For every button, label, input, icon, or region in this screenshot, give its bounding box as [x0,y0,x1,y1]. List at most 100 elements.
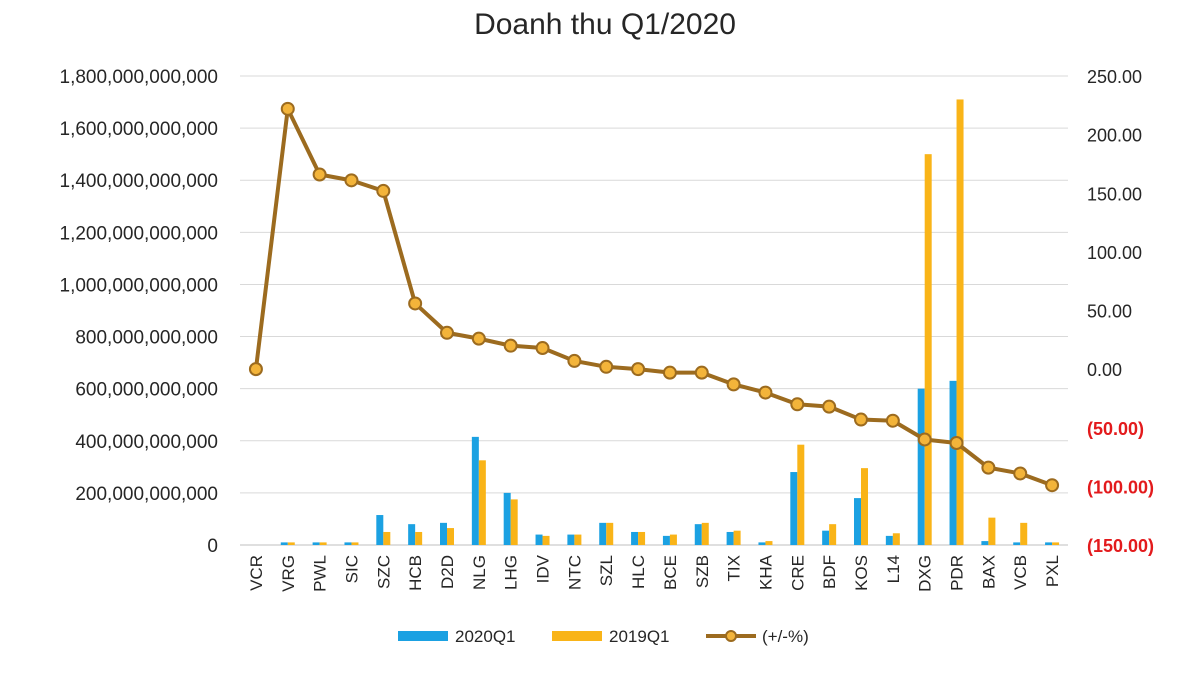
bar-2019q1-szl [606,522,614,545]
change-point-bdf [822,399,837,414]
bar-2019q1-bdf [829,524,837,545]
bar-2020q1-pwl [312,542,320,545]
bar-2020q1-kos [854,498,861,545]
x-tick-label: BDF [820,555,839,589]
grid-lines [240,75,1068,546]
change-point-szb [694,365,709,380]
y-tick-label: 200,000,000,000 [75,484,218,505]
x-tick-label: KOS [852,555,871,591]
bar-2020q1-hlc [631,531,639,545]
change-point-bce [662,365,677,380]
bar-2020q1-l14 [885,535,893,545]
change-point-dxg [917,432,932,447]
x-tick-label: TIX [725,555,744,581]
y-tick-label: 600,000,000,000 [75,380,218,401]
bar-2019q1-kha [765,541,773,545]
bar-2019q1-lhg [510,499,518,545]
bar-2020q1-tix [726,531,734,545]
y2-tick-label: 50.00 [1087,302,1132,322]
bar-2020q1-nlg [471,436,479,545]
change-point-szc [376,183,391,198]
bar-2020q1-bdf [822,530,830,545]
bar-2020q1-sic [344,542,352,545]
bar-2019q1-vrg [287,542,295,545]
bar-2020q1-dxg [917,388,925,545]
legend: 2020Q1 2019Q1 (+/-%) [398,627,809,646]
legend-label-2020q1: 2020Q1 [455,627,516,646]
bar-2019q1-hcb [415,531,423,545]
change-point-vcb [1013,466,1028,481]
bar-2019q1-pxl [1052,542,1060,545]
bar-2020q1-vcb [1013,542,1021,545]
y-tick-label: 1,400,000,000,000 [60,171,219,192]
bar-2019q1-dxg [924,154,932,545]
bar-2019q1-d2d [447,528,454,545]
x-tick-label: IDV [534,554,553,583]
bar-2019q1-idv [542,535,550,545]
bar-2019q1-hlc [638,531,646,545]
bar-2019q1-pwl [319,542,327,545]
bar-2020q1-szb [694,524,702,545]
change-point-idv [535,341,550,356]
x-tick-label: NLG [470,555,489,590]
change-point-bax [981,460,996,475]
x-tick-label: PWL [311,555,330,592]
bar-2020q1-szc [376,515,384,545]
change-point-pdr [949,435,964,450]
x-tick-label: PDR [948,555,967,591]
change-point-lhg [503,338,518,353]
bar-2020q1-cre [790,472,798,545]
bar-2020q1-lhg [503,492,511,545]
bar-2019q1-kos [861,468,868,545]
change-point-l14 [885,413,900,428]
bar-2020q1-d2d [440,522,447,545]
legend-label-change: (+/-%) [762,627,809,646]
y2-tick-label: (50.00) [1087,419,1144,439]
y-tick-label: 1,200,000,000,000 [60,223,219,244]
x-tick-label: KHA [756,554,775,590]
bar-series [280,99,1060,545]
bar-2020q1-kha [758,542,766,545]
bar-2019q1-pdr [956,99,964,545]
x-tick-label: DXG [916,555,935,592]
y2-tick-label: 150.00 [1087,184,1142,204]
bar-2020q1-bax [981,541,989,545]
change-point-kos [854,412,868,427]
chart-title: Doanh thu Q1/2020 [474,8,736,41]
bar-2019q1-vcb [1020,522,1028,545]
change-point-hlc [631,362,646,377]
x-tick-label: SZL [597,555,616,586]
bar-2020q1-pxl [1045,542,1053,545]
x-tick-label: L14 [884,555,903,583]
bar-2020q1-ntc [567,534,575,545]
bar-2020q1-pdr [949,380,957,545]
x-tick-label: VCB [1011,555,1030,590]
y-tick-label: 1,600,000,000,000 [60,119,219,140]
x-tick-label: SZB [693,555,712,588]
change-point-cre [790,397,805,412]
change-point-d2d [440,325,454,340]
change-point-pwl [312,167,327,182]
y-tick-label: 0 [207,536,218,557]
y-tick-label: 1,800,000,000,000 [60,67,219,88]
change-point-hcb [408,296,423,311]
x-tick-label: PXL [1043,555,1062,587]
change-point-kha [758,385,773,400]
y-tick-label: 400,000,000,000 [75,432,218,453]
y-tick-label: 1,000,000,000,000 [60,275,219,296]
change-point-szl [599,359,614,374]
primary-y-axis: 0 200,000,000,000 400,000,000,000 600,000,0… [60,67,219,557]
legend-marker-change [725,630,737,642]
secondary-y-axis: (150.00) (100.00) (50.00) 0.00 50.00 100.00 15… [1087,67,1154,556]
x-tick-label: CRE [788,555,807,591]
change-line-series [248,101,1060,493]
x-tick-label: D2D [438,555,457,589]
y-tick-label: 800,000,000,000 [75,328,218,349]
x-tick-label: HCB [406,555,425,591]
bar-2019q1-nlg [478,460,486,545]
change-point-tix [726,377,741,392]
legend-label-2019q1: 2019Q1 [609,627,670,646]
y2-tick-label: (150.00) [1087,536,1154,556]
bar-2020q1-idv [535,534,543,545]
